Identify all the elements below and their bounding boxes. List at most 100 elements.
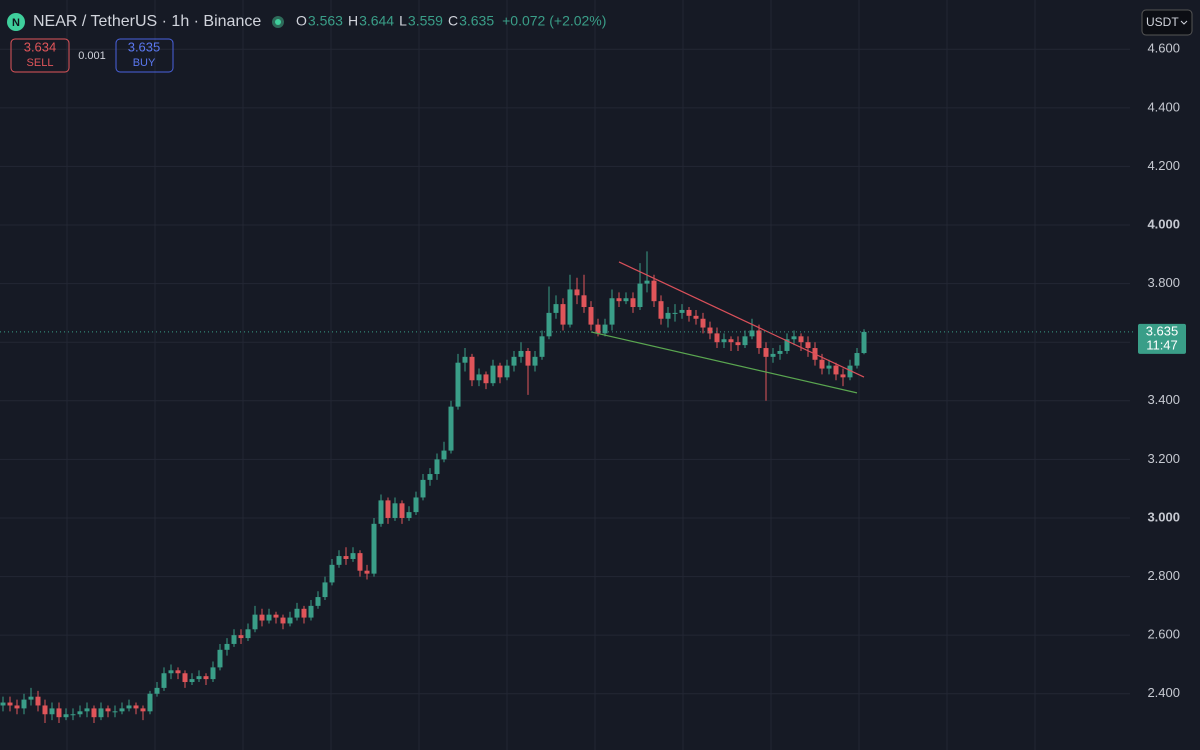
- symbol: NEAR / TetherUS · 1h · Binance: [33, 13, 261, 30]
- candle-body: [371, 523, 377, 574]
- candle-body: [378, 500, 384, 524]
- ohlc-value: 3.644: [359, 13, 394, 29]
- candle-body: [539, 336, 545, 357]
- ohlc-label: C: [448, 13, 458, 29]
- ohlc-label: H: [348, 13, 358, 29]
- candle-body: [483, 374, 489, 384]
- candle-body: [98, 708, 104, 718]
- candle-body: [140, 708, 146, 712]
- candle-body: [210, 667, 216, 680]
- candle-body: [672, 312, 678, 314]
- candle-body: [581, 295, 587, 308]
- candle-body: [609, 298, 615, 325]
- trendline: [590, 331, 858, 394]
- candle-body: [203, 676, 209, 680]
- candle-body: [420, 479, 426, 498]
- candle-body: [7, 702, 13, 706]
- candle-body: [651, 280, 657, 302]
- candle-body: [35, 696, 41, 706]
- currency: USDT: [1146, 15, 1179, 29]
- sell-price: 3.634: [24, 39, 57, 54]
- candle-body: [707, 327, 713, 334]
- candle-body: [623, 298, 629, 302]
- candle-body: [189, 679, 195, 683]
- candle-body: [574, 289, 580, 296]
- candle-body: [511, 356, 517, 366]
- candle-body: [791, 336, 797, 340]
- candle-body: [518, 350, 524, 357]
- candle-body: [343, 556, 349, 559]
- candle-body: [196, 676, 202, 680]
- candle-body: [119, 708, 125, 712]
- candle-body: [504, 365, 510, 378]
- y-tick-label: 4.000: [1147, 216, 1180, 231]
- candle-body: [322, 582, 328, 598]
- y-tick-label: 3.800: [1147, 275, 1180, 290]
- countdown: 11:47: [1146, 337, 1178, 352]
- candle-body: [77, 711, 83, 715]
- ohlc-label: O: [296, 13, 307, 29]
- candle-body: [238, 635, 244, 639]
- candle-body: [336, 556, 342, 565]
- candle-body: [525, 350, 531, 366]
- last-price: 3.635: [1146, 323, 1179, 338]
- candle-body: [434, 459, 440, 475]
- y-tick-label: 4.200: [1147, 158, 1180, 173]
- candle-body: [462, 356, 468, 363]
- candle-body: [287, 617, 293, 624]
- candle-body: [693, 315, 699, 319]
- ohlc-value: 3.635: [459, 13, 494, 29]
- candle-body: [749, 330, 755, 337]
- candle-body: [854, 353, 860, 366]
- ohlc-value: 3.559: [408, 13, 443, 29]
- candle-body: [658, 301, 664, 319]
- candle-body: [490, 365, 496, 384]
- currency-dropdown[interactable]: [1141, 9, 1193, 36]
- candle-body: [28, 696, 34, 700]
- y-tick-label: 2.600: [1147, 627, 1180, 642]
- candle-body: [42, 705, 48, 715]
- y-tick-label: 2.400: [1147, 685, 1180, 700]
- y-tick-label: 2.800: [1147, 568, 1180, 583]
- candle-body: [231, 635, 237, 644]
- candle-body: [826, 365, 832, 369]
- candle-body: [427, 474, 433, 480]
- last-price-box: [1138, 323, 1186, 354]
- candle-body: [161, 673, 167, 688]
- candle-body: [476, 374, 482, 381]
- buy-button[interactable]: [115, 38, 174, 73]
- candle-body: [441, 450, 447, 460]
- y-tick-label: 3.400: [1147, 392, 1180, 407]
- candle-body: [70, 714, 76, 716]
- candle-body: [133, 705, 139, 709]
- candle-body: [714, 333, 720, 343]
- candle-body: [175, 670, 181, 674]
- candle-body: [742, 336, 748, 346]
- sell-button[interactable]: [10, 38, 70, 73]
- candle-body: [546, 312, 552, 337]
- buy-label: BUY: [133, 57, 156, 69]
- candle-body: [280, 617, 286, 624]
- candle-body: [595, 324, 601, 334]
- candle-body: [721, 339, 727, 343]
- candle-body: [91, 708, 97, 718]
- candle-body: [392, 503, 398, 518]
- y-tick-label: 4.400: [1147, 99, 1180, 114]
- candle-body: [14, 705, 20, 709]
- candle-body: [455, 362, 461, 407]
- candle-body: [735, 342, 741, 346]
- candle-body: [728, 339, 734, 343]
- candle-body: [364, 570, 370, 574]
- y-tick-label: 3.000: [1147, 509, 1180, 524]
- candle-body: [805, 342, 811, 349]
- candle-body: [469, 356, 475, 381]
- candle-body: [126, 705, 132, 709]
- candle-body: [763, 348, 769, 357]
- candle-body: [840, 374, 846, 378]
- candle-body: [217, 649, 223, 668]
- candle-body: [406, 512, 412, 518]
- ohlc-value: 3.563: [308, 13, 343, 29]
- y-tick-label: 4.600: [1147, 41, 1180, 56]
